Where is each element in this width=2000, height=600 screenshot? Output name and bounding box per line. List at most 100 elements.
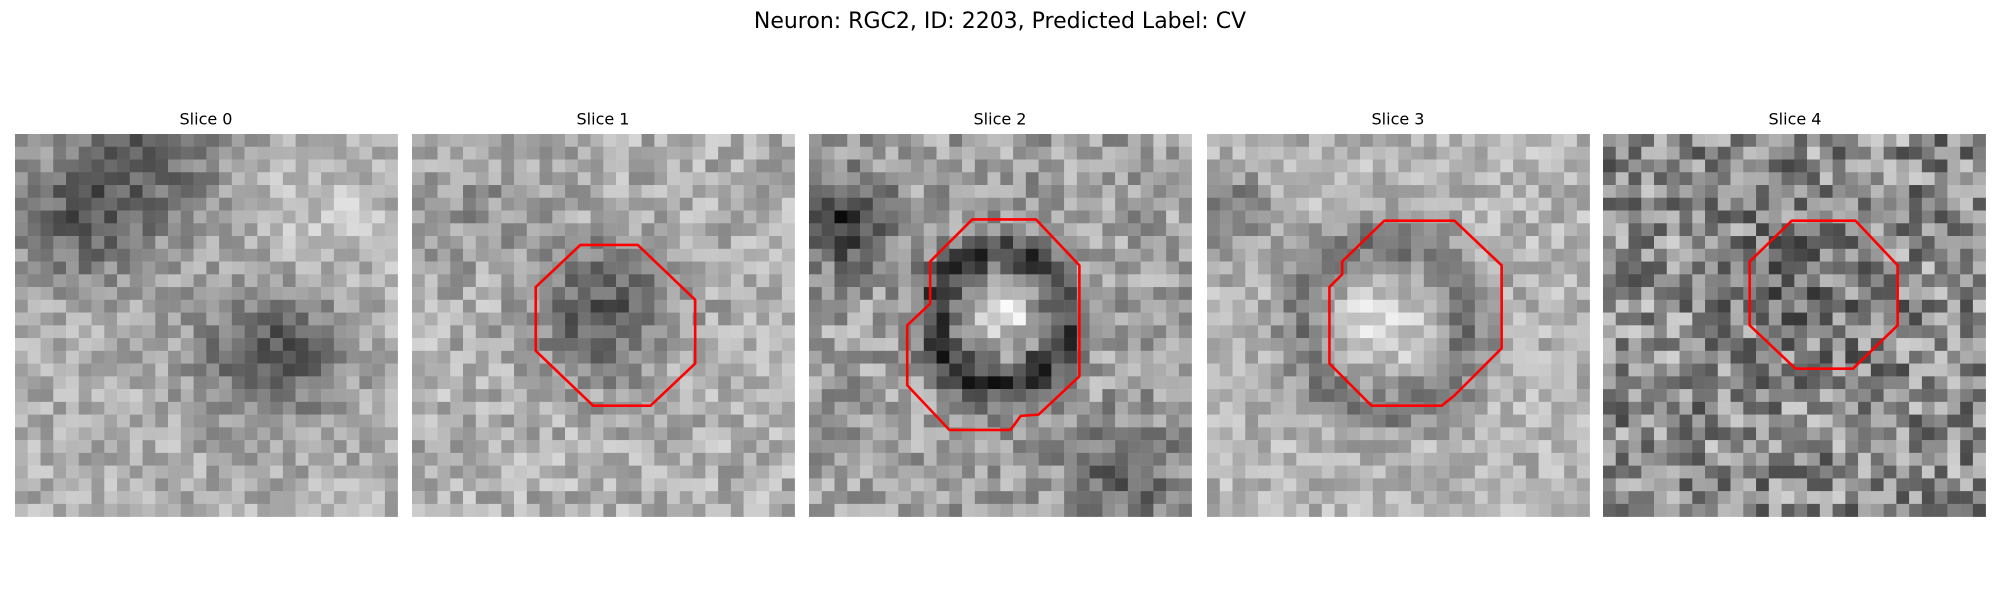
pixel (1245, 376, 1259, 390)
pixel (244, 197, 258, 211)
pixel (1576, 503, 1590, 517)
pixel (860, 465, 874, 479)
pixel (641, 452, 655, 466)
pixel (1398, 134, 1412, 148)
pixel (244, 223, 258, 237)
pixel (1385, 401, 1399, 415)
pixel (526, 312, 540, 326)
pixel (359, 478, 373, 492)
pixel (1730, 134, 1744, 148)
pixel (1705, 299, 1719, 313)
pixel (809, 172, 823, 186)
pixel (1372, 287, 1386, 301)
pixel (641, 440, 655, 454)
pixel (1576, 261, 1590, 275)
pixel (142, 491, 156, 505)
pixel (898, 350, 912, 364)
pixel (628, 427, 642, 441)
pixel (168, 248, 182, 262)
pixel (1411, 491, 1425, 505)
pixel (1883, 248, 1897, 262)
pixel (911, 236, 925, 250)
pixel (437, 452, 451, 466)
pixel (219, 210, 233, 224)
pixel (1423, 389, 1437, 403)
pixel (1076, 134, 1090, 148)
pixel (809, 146, 823, 160)
pixel (1845, 491, 1859, 505)
pixel (1525, 401, 1539, 415)
pixel (244, 134, 258, 148)
pixel (1794, 248, 1808, 262)
pixel (962, 236, 976, 250)
pixel (1064, 185, 1078, 199)
pixel (1347, 223, 1361, 237)
pixel (295, 172, 309, 186)
pixel (1934, 427, 1948, 441)
pixel (1666, 210, 1680, 224)
pixel (1051, 287, 1065, 301)
pixel (565, 299, 579, 313)
pixel (1000, 287, 1014, 301)
pixel (1474, 172, 1488, 186)
pixel (1064, 478, 1078, 492)
pixel (450, 452, 464, 466)
pixel (1038, 376, 1052, 390)
pixel (1000, 248, 1014, 262)
pixel (231, 287, 245, 301)
pixel (1140, 210, 1154, 224)
pixel (27, 236, 41, 250)
pixel (514, 312, 528, 326)
pixel (603, 223, 617, 237)
pixel (1641, 478, 1655, 492)
pixel (1781, 389, 1795, 403)
pixel (565, 478, 579, 492)
pixel (923, 491, 937, 505)
pixel (809, 465, 823, 479)
pixel (1166, 350, 1180, 364)
pixel (1334, 491, 1348, 505)
pixel (1474, 478, 1488, 492)
pixel (1679, 223, 1693, 237)
pixel (1972, 299, 1986, 313)
pixel (526, 185, 540, 199)
pixel (1140, 274, 1154, 288)
pixel (923, 159, 937, 173)
pixel (1013, 248, 1027, 262)
pixel (1768, 146, 1782, 160)
pixel (1947, 452, 1961, 466)
pixel (809, 452, 823, 466)
pixel (705, 312, 719, 326)
pixel (384, 414, 398, 428)
pixel (860, 236, 874, 250)
pixel (1258, 414, 1272, 428)
pixel (1474, 325, 1488, 339)
pixel (501, 389, 515, 403)
pixel (424, 146, 438, 160)
pixel (1038, 134, 1052, 148)
pixel (654, 146, 668, 160)
pixel (1372, 146, 1386, 160)
pixel (78, 401, 92, 415)
pixel (104, 325, 118, 339)
pixel (1051, 350, 1065, 364)
pixel (616, 363, 630, 377)
pixel (667, 185, 681, 199)
pixel (628, 376, 642, 390)
pixel (1513, 350, 1527, 364)
pixel (987, 172, 1001, 186)
pixel (1038, 312, 1052, 326)
pixel (1102, 414, 1116, 428)
pixel (15, 338, 29, 352)
pixel (1870, 427, 1884, 441)
pixel (1232, 312, 1246, 326)
pixel (1385, 363, 1399, 377)
pixel (321, 172, 335, 186)
pixel (1794, 350, 1808, 364)
pixel (180, 452, 194, 466)
pixel (1641, 146, 1655, 160)
pixel (1717, 159, 1731, 173)
pixel (308, 338, 322, 352)
pixel (40, 452, 54, 466)
pixel (1858, 465, 1872, 479)
